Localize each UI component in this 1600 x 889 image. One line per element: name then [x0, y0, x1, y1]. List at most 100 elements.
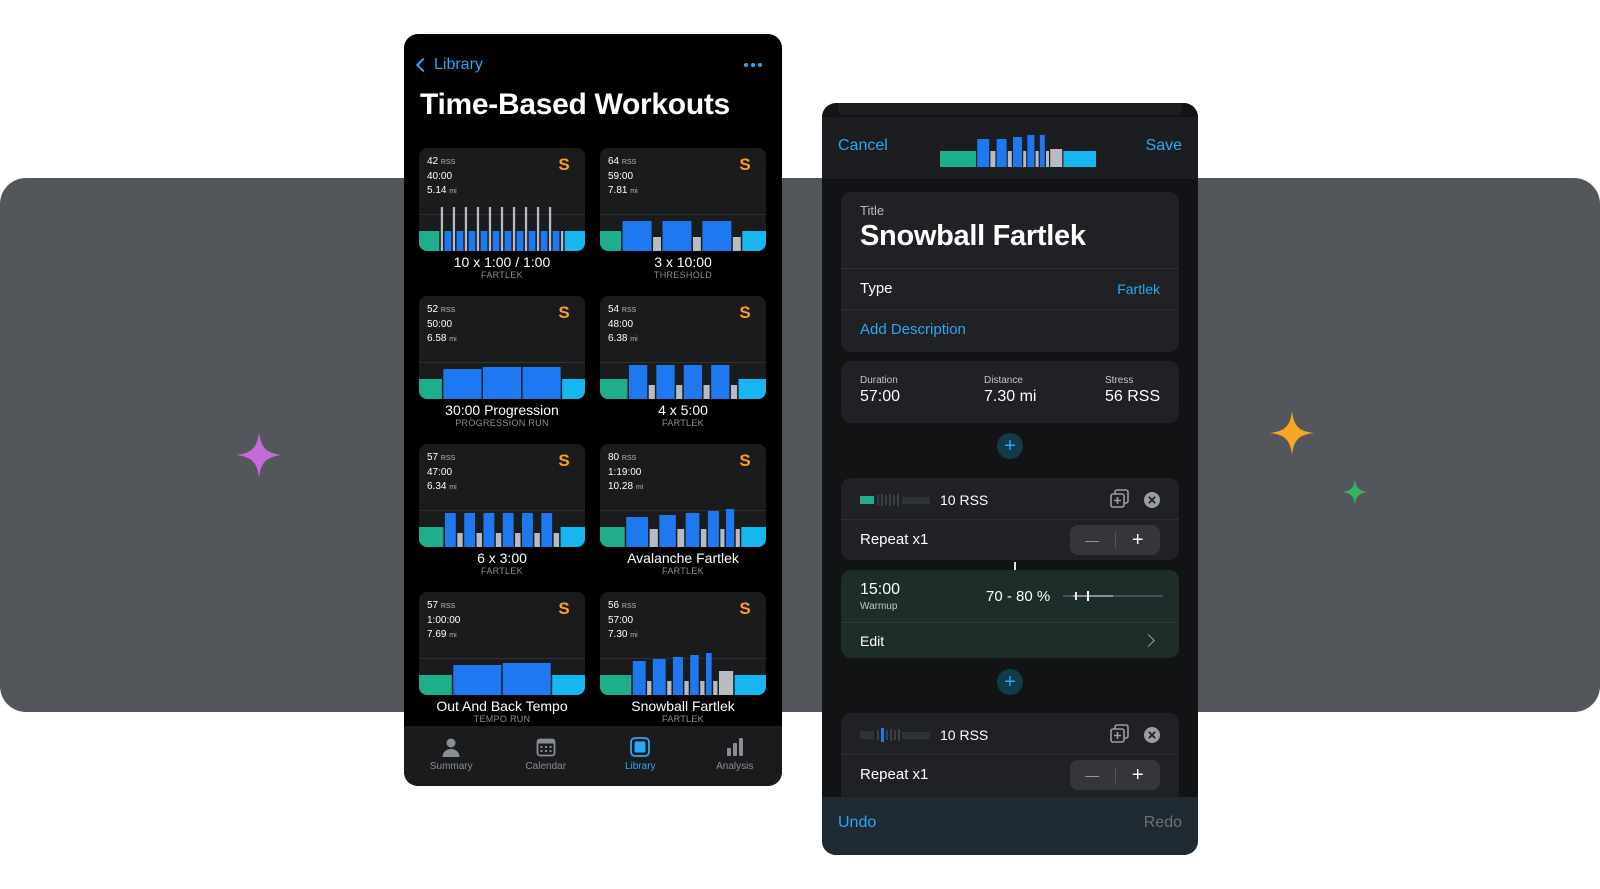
undo-button[interactable]: Undo — [838, 814, 877, 831]
interval-bar — [685, 513, 700, 547]
interval-bar — [1050, 149, 1063, 167]
title-field[interactable]: Snowball Fartlek — [860, 220, 1086, 252]
library-screen: Library Time-Based Workouts 42 RSS 40:00 5… — [404, 34, 782, 786]
interval-bar — [552, 231, 560, 251]
distance-value: 7.81 — [608, 185, 628, 196]
cancel-button[interactable]: Cancel — [838, 137, 888, 154]
workout-card[interactable]: 57 RSS 47:00 6.34 mi S 6 x 3:00 FARTLEK — [419, 444, 585, 578]
strava-badge-icon: S — [558, 155, 570, 174]
increment-button[interactable]: + — [1131, 764, 1144, 786]
workout-card[interactable]: 80 RSS 1:19:00 10.28 mi S Avalanche Fartlek F… — [600, 444, 766, 578]
chevron-right-icon[interactable] — [1142, 634, 1155, 647]
tab-calendar[interactable]: Calendar — [499, 726, 594, 786]
interval-bar — [512, 207, 516, 251]
interval-bar — [652, 659, 666, 695]
ellipsis-icon[interactable] — [738, 57, 768, 73]
workout-profile-chart — [600, 365, 766, 399]
strava-badge-icon: S — [558, 599, 570, 618]
workout-type: FARTLEK — [481, 270, 523, 280]
interval-bar — [1035, 151, 1039, 167]
rss-value: 52 — [427, 304, 439, 315]
interval-bar — [692, 237, 701, 251]
interval-bar — [482, 367, 522, 399]
workout-name: Avalanche Fartlek — [627, 550, 739, 566]
interval-bar — [700, 529, 707, 547]
workout-card-thumbnail: 56 RSS 57:00 7.30 mi S — [600, 592, 766, 695]
tab-analysis[interactable]: Analysis — [688, 726, 783, 786]
type-value[interactable]: Fartlek — [1117, 281, 1160, 297]
interval-bar — [522, 513, 533, 547]
workout-name: 10 x 1:00 / 1:00 — [453, 254, 551, 270]
step-time: 15:00 — [860, 581, 901, 598]
tab-library[interactable]: Library — [593, 726, 688, 786]
rss-unit: RSS — [621, 603, 637, 610]
workout-card-thumbnail: 57 RSS 47:00 6.34 mi S — [419, 444, 585, 547]
person-icon — [442, 738, 460, 757]
workout-name: 30:00 Progression — [445, 402, 559, 418]
increment-button[interactable]: + — [1131, 529, 1144, 551]
workout-type: FARTLEK — [662, 714, 704, 724]
interval-bar — [672, 657, 683, 695]
rss-unit: RSS — [440, 307, 456, 314]
workout-card[interactable]: 54 RSS 48:00 6.38 mi S 4 x 5:00 FARTLEK — [600, 296, 766, 430]
add-description-button[interactable]: Add Description — [860, 321, 966, 338]
stat-value: 7.30 mi — [984, 388, 1037, 405]
interval-bar — [725, 509, 735, 547]
distance-value: 6.34 — [427, 481, 447, 492]
interval-bar — [600, 231, 622, 251]
interval-bar — [1013, 137, 1022, 167]
repeat-block-2: 10 RSS Repeat x1 — + — [841, 713, 1179, 803]
workout-stats: 54 RSS 48:00 6.38 mi — [608, 303, 638, 347]
step-name: Warmup — [860, 601, 898, 612]
interval-bar — [500, 207, 504, 251]
interval-bar — [648, 385, 655, 399]
workout-name: 3 x 10:00 — [654, 254, 712, 270]
distance-unit: mi — [630, 188, 638, 195]
interval-bar — [647, 681, 652, 695]
workout-card[interactable]: 64 RSS 59:00 7.81 mi S 3 x 10:00 THRESHOLD — [600, 148, 766, 282]
interval-bar — [528, 231, 536, 251]
edit-header: Cancel Save — [822, 117, 1198, 179]
interval-bar — [707, 511, 719, 547]
interval-bar — [464, 513, 476, 547]
interval-bar — [996, 139, 1007, 167]
workout-card[interactable]: 57 RSS 1:00:00 7.69 mi S Out And Back Tempo T… — [419, 592, 585, 726]
decrement-button[interactable]: — — [1085, 532, 1100, 548]
interval-bar — [628, 365, 648, 399]
rss-value: 54 — [608, 304, 620, 315]
baseline — [419, 362, 585, 363]
rss-value: 80 — [608, 452, 620, 463]
baseline — [600, 362, 766, 363]
workout-card-thumbnail: 80 RSS 1:19:00 10.28 mi S — [600, 444, 766, 547]
duplicate-icon[interactable] — [1109, 488, 1131, 510]
rss-value: 57 — [427, 600, 439, 611]
connector-line — [1014, 562, 1016, 570]
interval-bar — [653, 237, 661, 251]
interval-bar — [1046, 151, 1049, 167]
decrement-button[interactable]: — — [1085, 767, 1100, 783]
tab-summary[interactable]: Summary — [404, 726, 499, 786]
edit-step-button[interactable]: Edit — [860, 633, 885, 649]
stat-stress: Stress 56 RSS — [1105, 375, 1160, 406]
workout-card[interactable]: 42 RSS 40:00 5.14 mi S 10 x 1:00 / 1:00 FARTL… — [419, 148, 585, 282]
remove-icon[interactable] — [1141, 489, 1163, 511]
workout-stats: 64 RSS 59:00 7.81 mi — [608, 155, 638, 199]
workout-card[interactable]: 52 RSS 50:00 6.58 mi S 30:00 Progression PROG… — [419, 296, 585, 430]
add-block-button[interactable]: + — [997, 669, 1023, 695]
baseline — [600, 510, 766, 511]
interval-bar — [419, 527, 444, 547]
remove-icon[interactable] — [1141, 724, 1163, 746]
block-preview-chart — [860, 728, 930, 742]
back-button[interactable]: Library — [414, 56, 483, 74]
add-block-button[interactable]: + — [997, 433, 1023, 459]
workout-card-thumbnail: 42 RSS 40:00 5.14 mi S — [419, 148, 585, 251]
interval-bar — [667, 681, 672, 695]
workout-profile-chart — [419, 513, 585, 547]
interval-bar — [713, 681, 718, 695]
workout-stats: 57 RSS 1:00:00 7.69 mi — [427, 599, 460, 643]
redo-button[interactable]: Redo — [1143, 814, 1182, 831]
save-button[interactable]: Save — [1145, 137, 1182, 154]
duplicate-icon[interactable] — [1109, 723, 1131, 745]
workout-card[interactable]: 56 RSS 57:00 7.30 mi S Snowball Fartlek FARTL… — [600, 592, 766, 726]
distance-value: 7.69 — [427, 629, 447, 640]
